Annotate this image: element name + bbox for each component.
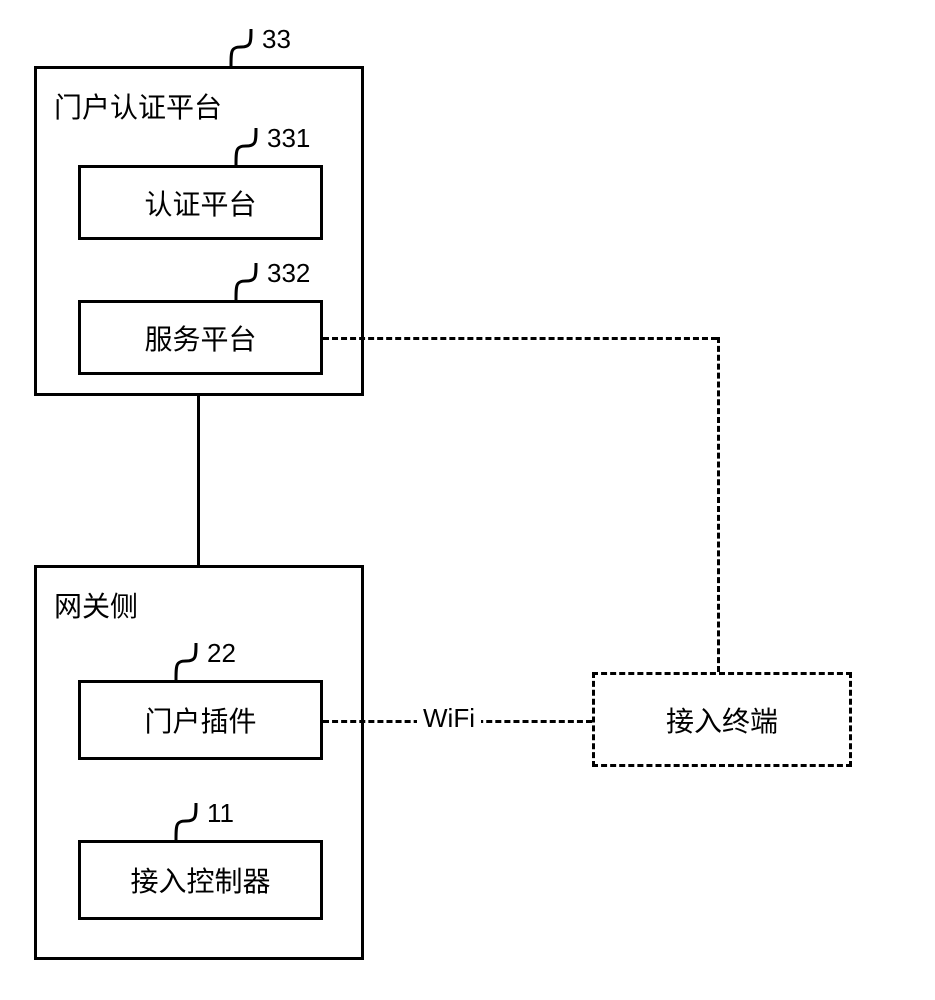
- ref-curve-icon: [170, 643, 210, 683]
- edge-service-to-terminal-v: [717, 337, 720, 672]
- edge-platform-to-gateway: [197, 396, 200, 565]
- ref-label-331: 331: [267, 123, 310, 154]
- label-portal-auth-platform: 门户认证平台: [54, 86, 222, 126]
- ref-label-33: 33: [262, 24, 291, 55]
- label-gateway-side: 网关侧: [54, 585, 138, 625]
- ref-curve-icon: [170, 803, 210, 843]
- box-auth-platform: 认证平台: [78, 165, 323, 240]
- edge-service-to-terminal-h: [323, 337, 717, 340]
- label-auth-platform: 认证平台: [144, 183, 256, 223]
- ref-curve-icon: [225, 29, 265, 69]
- diagram-canvas: 门户认证平台 33 认证平台 331 服务平台 332 网关侧 门户插件 22 …: [0, 0, 935, 1000]
- label-service-platform: 服务平台: [144, 318, 256, 358]
- edge-label-wifi: WiFi: [417, 703, 481, 734]
- box-portal-plugin: 门户插件: [78, 680, 323, 760]
- label-portal-plugin: 门户插件: [144, 700, 256, 740]
- ref-curve-icon: [230, 263, 270, 303]
- label-access-controller: 接入控制器: [130, 860, 270, 900]
- box-access-terminal: 接入终端: [592, 672, 852, 767]
- box-access-controller: 接入控制器: [78, 840, 323, 920]
- label-access-terminal: 接入终端: [666, 700, 778, 740]
- ref-label-332: 332: [267, 258, 310, 289]
- box-service-platform: 服务平台: [78, 300, 323, 375]
- ref-curve-icon: [230, 128, 270, 168]
- ref-label-11: 11: [207, 798, 234, 829]
- ref-label-22: 22: [207, 638, 236, 669]
